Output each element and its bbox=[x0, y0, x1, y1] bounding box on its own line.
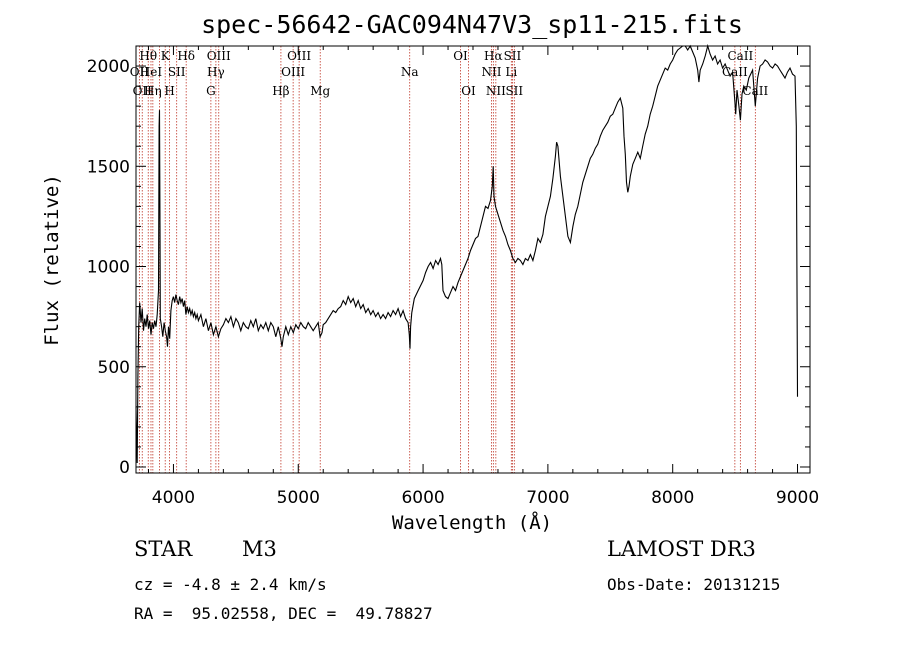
emission-line-markers bbox=[138, 46, 756, 473]
x-tick-label: 7000 bbox=[526, 488, 569, 508]
object-subclass: M3 bbox=[242, 537, 277, 561]
line-marker-label: OI bbox=[461, 84, 476, 98]
line-marker-label: Mg bbox=[310, 84, 330, 98]
line-marker-label: SII bbox=[505, 84, 523, 98]
ra-dec: RA = 95.02558, DEC = 49.78827 bbox=[134, 604, 433, 623]
x-tick-label: 5000 bbox=[277, 488, 320, 508]
flux-series-line bbox=[135, 43, 799, 464]
line-marker-label: SII bbox=[168, 65, 186, 79]
line-marker-label: Na bbox=[401, 65, 419, 79]
line-marker-label: CaII bbox=[742, 84, 768, 98]
line-marker-label: K bbox=[161, 49, 171, 63]
line-marker-label: G bbox=[206, 84, 216, 98]
line-marker-label: Hγ bbox=[207, 65, 225, 79]
line-marker-label: OIII bbox=[281, 65, 305, 79]
x-tick-label: 8000 bbox=[651, 488, 694, 508]
line-marker-label: Hα bbox=[484, 49, 503, 63]
chart-title: spec-56642-GAC094N47V3_sp11-215.fits bbox=[201, 10, 743, 39]
line-marker-label: SII bbox=[504, 49, 522, 63]
line-marker-label: OIII bbox=[287, 49, 311, 63]
y-tick-label: 1500 bbox=[87, 157, 130, 177]
line-marker-label: Hβ bbox=[272, 84, 289, 98]
line-marker-label: OI bbox=[453, 49, 468, 63]
emission-line-labels: OII OII Hθ HeI Hη K H SII Hδ G Hγ OIII Hβ OIII OIII Mg N… bbox=[130, 49, 769, 98]
line-marker-label: H bbox=[164, 84, 174, 98]
x-tick-label: 6000 bbox=[401, 488, 444, 508]
line-marker-label: NII bbox=[486, 84, 506, 98]
survey-name: LAMOST DR3 bbox=[607, 537, 756, 561]
y-tick-label: 1000 bbox=[87, 258, 130, 278]
y-axis-label: Flux (relative) bbox=[41, 174, 63, 346]
line-marker-label: NII bbox=[481, 65, 501, 79]
line-marker-label: OII bbox=[130, 65, 150, 79]
x-axis-label: Wavelength (Å) bbox=[392, 511, 552, 534]
y-tick-label: 0 bbox=[119, 458, 130, 478]
x-tick-label: 4000 bbox=[152, 488, 195, 508]
redshift-cz: cz = -4.8 ± 2.4 km/s bbox=[134, 575, 327, 594]
y-tick-label: 2000 bbox=[87, 57, 130, 77]
axis-ticks: 4000 5000 6000 7000 8000 9000 0 500 1000 1500 2000 bbox=[87, 46, 819, 508]
line-marker-label: Hη bbox=[144, 84, 162, 98]
object-class: STAR bbox=[134, 537, 193, 561]
line-marker-label: CaII bbox=[727, 49, 753, 63]
x-tick-label: 9000 bbox=[776, 488, 819, 508]
line-marker-label: OII bbox=[133, 84, 153, 98]
y-tick-label: 500 bbox=[98, 358, 130, 378]
observation-date: Obs-Date: 20131215 bbox=[607, 575, 781, 594]
line-marker-label: CaII bbox=[722, 65, 748, 79]
line-marker-label: Hθ bbox=[139, 49, 157, 63]
plot-frame bbox=[135, 45, 811, 474]
line-marker-label: Li bbox=[505, 65, 517, 79]
line-marker-label: Hδ bbox=[177, 49, 195, 63]
line-marker-label: OIII bbox=[207, 49, 231, 63]
line-marker-label: HeI bbox=[140, 65, 163, 79]
